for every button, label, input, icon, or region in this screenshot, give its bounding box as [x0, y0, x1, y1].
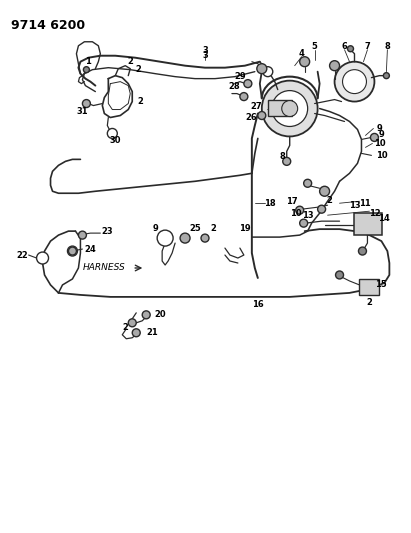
Text: 2: 2: [135, 65, 141, 74]
Circle shape: [272, 91, 308, 126]
Text: 29: 29: [234, 72, 246, 81]
Text: 1: 1: [85, 57, 91, 66]
Text: 3: 3: [202, 51, 208, 60]
Text: 16: 16: [252, 301, 264, 309]
Text: 9: 9: [152, 224, 158, 232]
Circle shape: [335, 271, 344, 279]
Text: 21: 21: [146, 328, 158, 337]
Text: 4: 4: [299, 49, 305, 58]
Text: 25: 25: [189, 224, 201, 232]
Bar: [355, 213, 382, 235]
Text: 6: 6: [342, 42, 347, 51]
Text: 24: 24: [85, 245, 96, 254]
Text: 8: 8: [280, 152, 286, 161]
Text: 10: 10: [290, 209, 302, 217]
Text: 20: 20: [155, 310, 166, 319]
Text: 2: 2: [210, 224, 216, 232]
Circle shape: [330, 61, 339, 71]
Circle shape: [304, 179, 312, 187]
Text: 23: 23: [102, 227, 113, 236]
Text: 7: 7: [365, 42, 370, 51]
Circle shape: [180, 233, 190, 243]
Circle shape: [79, 231, 86, 239]
Circle shape: [67, 246, 77, 256]
Text: 13: 13: [349, 201, 360, 209]
Text: 2: 2: [137, 97, 143, 106]
Text: 2: 2: [367, 298, 372, 308]
Text: 3: 3: [202, 46, 208, 55]
Circle shape: [157, 230, 173, 246]
Text: 22: 22: [17, 251, 28, 260]
Circle shape: [258, 111, 266, 119]
Text: HARNESS: HARNESS: [83, 263, 125, 272]
Text: 2: 2: [327, 196, 332, 205]
Text: 9: 9: [376, 124, 382, 133]
Text: 10: 10: [374, 139, 385, 148]
Circle shape: [107, 128, 117, 139]
Text: 28: 28: [228, 82, 240, 91]
Text: 19: 19: [239, 224, 251, 232]
Text: 30: 30: [110, 136, 121, 145]
Text: 15: 15: [376, 280, 387, 289]
Text: 8: 8: [385, 42, 390, 51]
Circle shape: [244, 79, 252, 87]
Text: 11: 11: [358, 199, 370, 208]
Bar: [268, 100, 292, 116]
Circle shape: [262, 80, 318, 136]
Circle shape: [142, 311, 150, 319]
Circle shape: [335, 62, 374, 102]
Text: 12: 12: [369, 209, 380, 217]
Circle shape: [83, 67, 90, 72]
Bar: [360, 279, 379, 295]
Circle shape: [300, 219, 308, 227]
Circle shape: [37, 252, 48, 264]
Circle shape: [257, 63, 267, 74]
Circle shape: [383, 72, 389, 79]
Circle shape: [358, 247, 367, 255]
Circle shape: [132, 329, 140, 337]
Text: 13: 13: [302, 211, 314, 220]
Circle shape: [320, 186, 330, 196]
Circle shape: [69, 247, 76, 255]
Circle shape: [240, 93, 248, 101]
Text: 27: 27: [250, 102, 262, 111]
Circle shape: [300, 56, 309, 67]
Text: 14: 14: [379, 214, 390, 223]
Text: 2: 2: [127, 57, 133, 66]
Text: 9: 9: [379, 130, 384, 139]
Circle shape: [318, 205, 326, 213]
Circle shape: [296, 206, 304, 214]
Text: 18: 18: [264, 199, 276, 208]
Circle shape: [283, 157, 291, 165]
Circle shape: [263, 67, 273, 77]
Circle shape: [282, 101, 298, 117]
Circle shape: [201, 234, 209, 242]
Circle shape: [128, 319, 136, 327]
Text: 5: 5: [312, 42, 318, 51]
Text: 17: 17: [286, 197, 298, 206]
Text: 9714 6200: 9714 6200: [11, 19, 85, 32]
Text: 31: 31: [76, 107, 88, 116]
Text: 26: 26: [245, 113, 257, 122]
Circle shape: [370, 133, 379, 141]
Text: 10: 10: [376, 151, 387, 160]
Circle shape: [83, 100, 90, 108]
Circle shape: [348, 46, 353, 52]
Text: 2: 2: [122, 324, 128, 332]
Circle shape: [342, 70, 367, 94]
